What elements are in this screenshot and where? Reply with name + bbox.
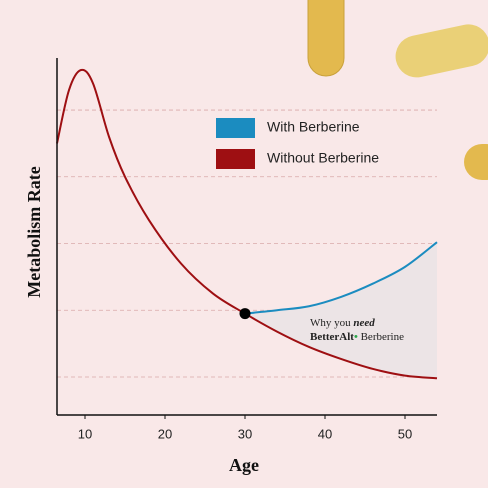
legend-label: With Berberine (267, 119, 360, 135)
x-tick-label: 30 (238, 426, 252, 441)
series-line (56, 68, 438, 380)
capsule-decoration (307, 0, 488, 180)
annotation-text: Why you need (310, 317, 375, 329)
plot-area (56, 68, 438, 419)
annotation-text: Why you (310, 317, 351, 329)
annotation-text: BetterAlt• Berberine (310, 331, 404, 343)
x-tick-label: 40 (318, 426, 332, 441)
x-tick-label: 20 (158, 426, 172, 441)
series-line (244, 241, 438, 315)
annotation: Why you need BetterAlt• Berberine (310, 317, 404, 343)
x-tick-label: 50 (398, 426, 412, 441)
brand-dot: • (354, 331, 358, 343)
legend-label: Without Berberine (267, 150, 379, 166)
product-name: Berberine (361, 331, 404, 343)
x-tick-label: 10 (78, 426, 92, 441)
brand-name: BetterAlt (310, 331, 354, 343)
split-point (239, 308, 251, 320)
y-axis-label: Metabolism Rate (24, 166, 44, 297)
legend-swatch (216, 118, 255, 138)
x-axis-label: Age (229, 455, 259, 475)
legend-swatch (216, 149, 255, 169)
annotation-emphasis: need (353, 317, 375, 329)
